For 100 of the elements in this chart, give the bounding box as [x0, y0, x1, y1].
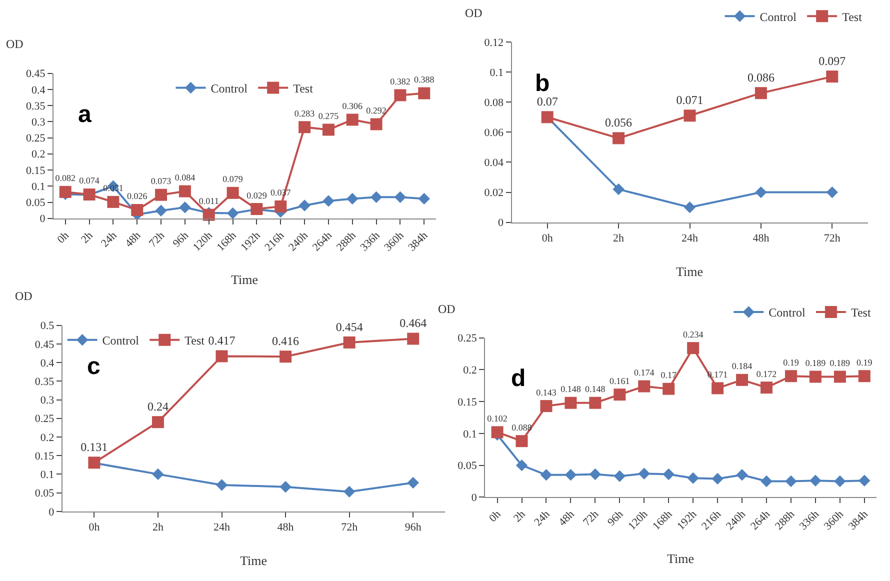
y-tick-label: 0.12	[484, 36, 504, 49]
point	[809, 370, 822, 383]
data-label: 0.306	[342, 100, 364, 111]
x-tick-label: 336h	[797, 508, 822, 532]
x-tick-label: 72h	[146, 229, 168, 250]
point	[638, 380, 650, 392]
point	[736, 469, 748, 481]
point	[107, 196, 120, 208]
point	[736, 374, 748, 386]
x-tick-label: 168h	[650, 508, 675, 532]
x-tick-label: 192h	[675, 508, 700, 532]
point	[280, 480, 292, 493]
point	[226, 186, 239, 199]
y-tick-label: 0.1	[490, 66, 504, 79]
point	[346, 114, 358, 126]
data-label: 0.19	[783, 357, 800, 368]
text: a	[78, 101, 92, 128]
x-tick-label: 2h	[613, 232, 625, 245]
data-label: 0.148	[585, 384, 606, 394]
x-tick-label: 288h	[772, 508, 798, 532]
data-label: 0.07	[536, 94, 558, 109]
y-axis-title: OD	[15, 289, 33, 303]
point	[564, 469, 577, 481]
point	[155, 188, 168, 201]
y-tick-label: 0	[48, 506, 55, 518]
point	[322, 124, 334, 136]
point	[662, 382, 675, 395]
data-label: 0.417	[208, 334, 236, 348]
x-axis-title: Time	[231, 272, 258, 287]
point	[760, 475, 772, 488]
x-tick-label: 24h	[532, 508, 553, 529]
point	[754, 87, 767, 100]
data-label: 0.082	[55, 173, 76, 184]
data-label: 0.189	[805, 358, 826, 368]
y-axis-title: OD	[6, 37, 24, 51]
data-label: 0.097	[818, 54, 846, 68]
y-tick-label: 0.2	[463, 364, 477, 377]
data-label: 0.464	[400, 316, 427, 330]
x-tick-label: 48h	[752, 232, 770, 245]
point	[152, 468, 164, 480]
point	[826, 70, 838, 83]
legend-label: Test	[850, 306, 872, 320]
point	[612, 183, 624, 196]
x-tick-label: 360h	[822, 508, 846, 532]
data-label: 0.19	[856, 357, 873, 368]
y-tick-label: 0.5	[40, 320, 55, 332]
point	[589, 396, 602, 409]
point	[343, 336, 356, 348]
legend-label: Test	[293, 81, 314, 96]
x-tick-label: 384h	[846, 508, 871, 532]
data-label: 0.011	[198, 196, 219, 206]
y-tick-label: 0.08	[484, 96, 504, 109]
y-tick-label: 0.1	[463, 428, 477, 440]
data-label: 0.17	[660, 370, 677, 380]
x-tick-label: 264h	[748, 508, 773, 532]
data-label: 0.454	[336, 320, 363, 334]
y-tick-label: 0.35	[34, 376, 55, 388]
data-label: 0.088	[512, 422, 532, 432]
y-tick-label: 0.25	[34, 413, 55, 426]
y-tick-label: 0.25	[458, 332, 478, 345]
y-tick-label: 0.05	[26, 197, 46, 210]
y-tick-label: 0.15	[458, 396, 478, 408]
data-label: 0.382	[390, 76, 410, 86]
point	[834, 370, 846, 383]
x-tick-label: 0h	[487, 508, 504, 525]
data-label: 0.292	[366, 105, 386, 116]
x-tick-label: 336h	[358, 229, 383, 254]
point	[179, 202, 191, 214]
y-tick-label: 0.3	[40, 394, 55, 407]
x-tick-label: 0h	[55, 229, 72, 246]
point	[755, 186, 767, 198]
data-label: 0.143	[536, 387, 557, 398]
x-tick-label: 72h	[341, 522, 358, 534]
y-tick-label: 0.05	[34, 488, 55, 500]
x-tick-label: 168h	[214, 229, 240, 254]
point	[407, 332, 420, 345]
data-label: 0.148	[560, 384, 582, 394]
point	[684, 110, 696, 122]
data-label: 0.24	[147, 400, 168, 414]
data-label: 0.172	[756, 368, 777, 379]
x-tick-label: 72h	[824, 232, 841, 245]
x-tick-label: 24h	[682, 232, 698, 245]
data-label: 0.026	[126, 191, 148, 202]
data-label: 0.174	[634, 368, 655, 378]
point	[712, 472, 724, 485]
y-tick-label: 0.04	[484, 157, 504, 170]
point	[343, 486, 356, 498]
data-label: 0.074	[79, 176, 100, 186]
point	[407, 476, 419, 489]
point	[760, 382, 773, 394]
point	[540, 400, 552, 412]
y-tick-label: 0.05	[458, 460, 478, 472]
point	[516, 459, 528, 472]
data-label: 0.084	[174, 172, 196, 183]
y-tick-label: 0.1	[40, 469, 54, 482]
x-tick-label: 2h	[79, 229, 96, 246]
x-tick-label: 72h	[581, 508, 602, 529]
point	[684, 201, 696, 214]
x-tick-label: 48h	[122, 229, 144, 250]
point	[346, 192, 358, 205]
